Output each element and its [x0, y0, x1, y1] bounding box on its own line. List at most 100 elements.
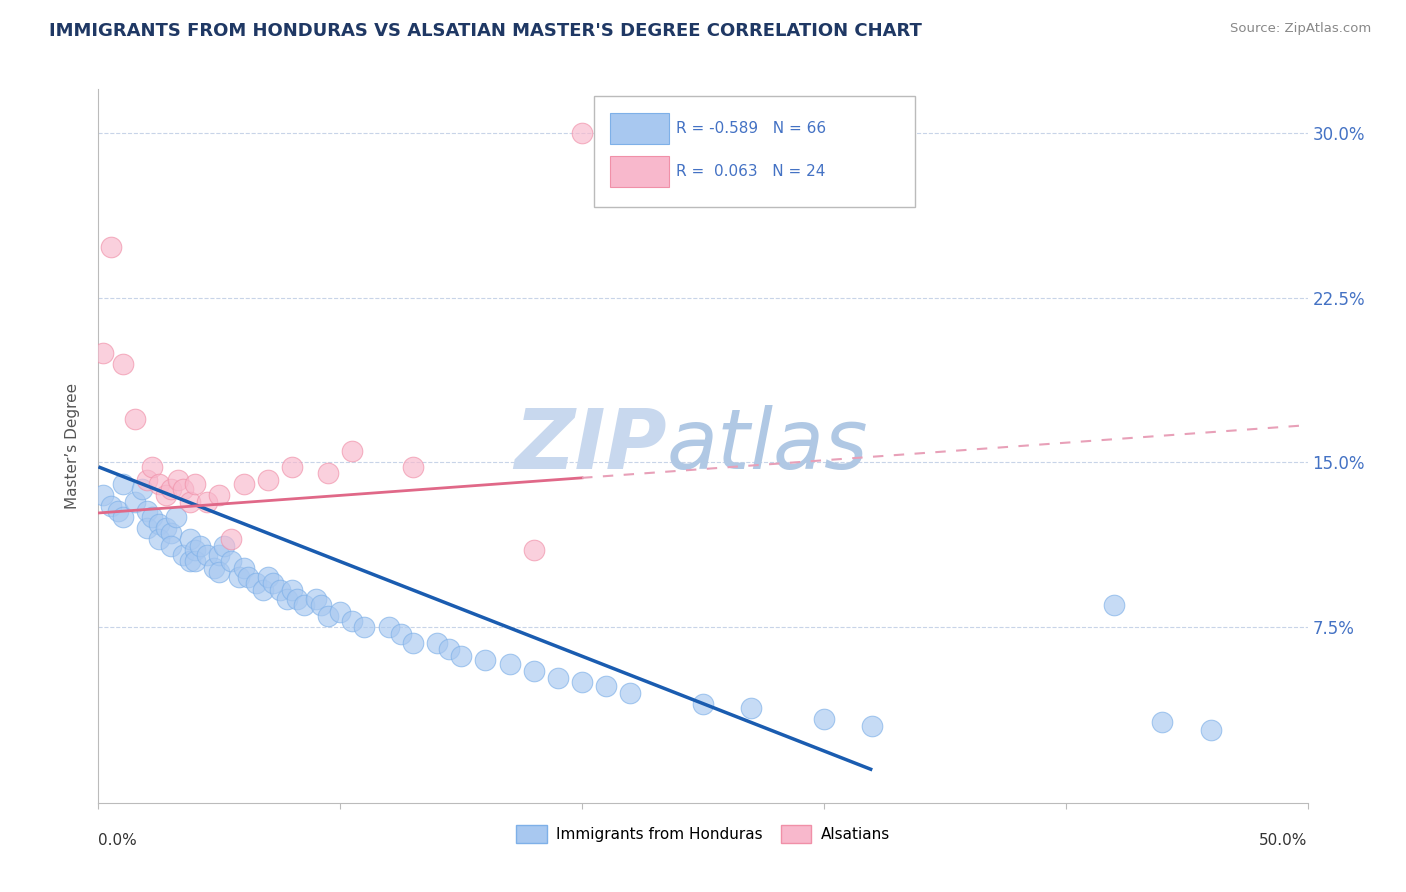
Point — [160, 539, 183, 553]
Point — [692, 697, 714, 711]
Text: ZIP: ZIP — [515, 406, 666, 486]
Point — [148, 533, 170, 547]
Point — [91, 345, 114, 359]
Point — [204, 561, 226, 575]
Point — [498, 657, 520, 672]
Point — [188, 539, 211, 553]
Point — [208, 566, 231, 580]
Point — [595, 680, 617, 694]
Legend: Immigrants from Honduras, Alsatians: Immigrants from Honduras, Alsatians — [510, 819, 896, 848]
Point — [124, 411, 146, 425]
FancyBboxPatch shape — [610, 112, 669, 145]
Point — [135, 504, 157, 518]
Point — [184, 477, 207, 491]
Point — [221, 554, 243, 568]
Point — [309, 598, 332, 612]
Point — [208, 548, 231, 562]
Point — [547, 671, 569, 685]
Point — [389, 626, 412, 640]
Text: 0.0%: 0.0% — [98, 833, 138, 848]
Point — [124, 495, 146, 509]
Point — [402, 635, 425, 649]
Point — [221, 533, 243, 547]
Point — [208, 488, 231, 502]
Point — [160, 482, 183, 496]
Text: 50.0%: 50.0% — [1260, 833, 1308, 848]
Point — [740, 701, 762, 715]
Point — [619, 686, 641, 700]
Point — [377, 620, 399, 634]
Point — [305, 591, 328, 606]
Point — [212, 539, 235, 553]
Point — [571, 675, 593, 690]
Point — [141, 459, 163, 474]
Point — [342, 444, 364, 458]
Point — [860, 719, 883, 733]
Point — [111, 477, 134, 491]
Point — [111, 357, 134, 371]
FancyBboxPatch shape — [595, 96, 915, 207]
Point — [148, 516, 170, 531]
Point — [474, 653, 496, 667]
Point — [402, 459, 425, 474]
Text: IMMIGRANTS FROM HONDURAS VS ALSATIAN MASTER'S DEGREE CORRELATION CHART: IMMIGRANTS FROM HONDURAS VS ALSATIAN MAS… — [49, 22, 922, 40]
Point — [245, 576, 267, 591]
Point — [316, 467, 339, 481]
Point — [148, 477, 170, 491]
Point — [353, 620, 375, 634]
Point — [1199, 723, 1222, 738]
Point — [232, 561, 254, 575]
Point — [813, 712, 835, 726]
Y-axis label: Master’s Degree: Master’s Degree — [65, 383, 80, 509]
Text: R =  0.063   N = 24: R = 0.063 N = 24 — [676, 164, 825, 178]
Point — [426, 635, 449, 649]
Point — [135, 473, 157, 487]
Point — [281, 582, 304, 597]
Point — [437, 642, 460, 657]
Text: R = -0.589   N = 66: R = -0.589 N = 66 — [676, 121, 827, 136]
Point — [571, 126, 593, 140]
Point — [195, 495, 218, 509]
Point — [179, 554, 201, 568]
Point — [281, 459, 304, 474]
Point — [269, 582, 291, 597]
Point — [172, 548, 194, 562]
Point — [179, 495, 201, 509]
Point — [100, 500, 122, 514]
Point — [238, 569, 260, 583]
Point — [1102, 598, 1125, 612]
Point — [172, 482, 194, 496]
Point — [195, 548, 218, 562]
Point — [262, 576, 284, 591]
Point — [285, 591, 308, 606]
Point — [523, 664, 546, 678]
Point — [256, 569, 278, 583]
Point — [523, 543, 546, 558]
Point — [184, 543, 207, 558]
Point — [179, 533, 201, 547]
Point — [329, 605, 352, 619]
Point — [342, 614, 364, 628]
Point — [91, 488, 114, 502]
Text: Source: ZipAtlas.com: Source: ZipAtlas.com — [1230, 22, 1371, 36]
Point — [228, 569, 250, 583]
FancyBboxPatch shape — [610, 155, 669, 187]
Point — [256, 473, 278, 487]
Point — [292, 598, 315, 612]
Point — [1152, 714, 1174, 729]
Text: atlas: atlas — [666, 406, 869, 486]
Point — [252, 582, 274, 597]
Point — [160, 525, 183, 540]
Point — [107, 504, 129, 518]
Point — [276, 591, 298, 606]
Point — [450, 648, 472, 663]
Point — [167, 473, 190, 487]
Point — [100, 240, 122, 254]
Point — [165, 510, 187, 524]
Point — [135, 521, 157, 535]
Point — [131, 482, 153, 496]
Point — [155, 521, 177, 535]
Point — [155, 488, 177, 502]
Point — [141, 510, 163, 524]
Point — [316, 609, 339, 624]
